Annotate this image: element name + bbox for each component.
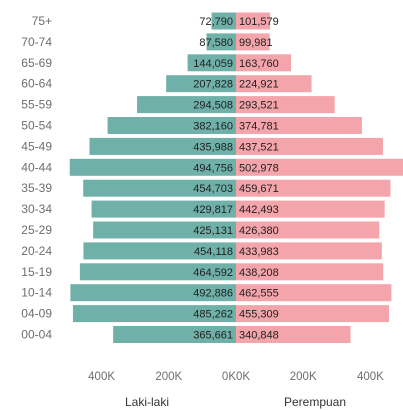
bar-female-10-14: [236, 284, 392, 302]
legend-female-label: Perempuan: [284, 395, 346, 409]
value-label-female: 433,983: [239, 246, 279, 258]
age-group-label: 60-64: [21, 77, 52, 91]
x-tick-label-right: 200K: [290, 371, 317, 383]
bar-male-10-14: [70, 284, 236, 302]
bar-male-30-34: [91, 200, 237, 218]
bar-female-60-64: [236, 75, 312, 93]
bar-male-65-69: [187, 54, 236, 72]
value-label-male: 72,790: [199, 16, 233, 28]
age-group-label: 15-19: [21, 265, 52, 279]
age-group-label: 70-74: [21, 35, 52, 49]
bar-female-35-39: [236, 179, 391, 197]
age-group-label: 65-69: [21, 56, 52, 70]
x-tick-label-left: 0K: [222, 371, 236, 383]
value-label-male: 207,828: [193, 79, 233, 91]
age-group-label: 45-49: [21, 139, 52, 153]
age-group-label: 25-29: [21, 223, 52, 237]
value-label-female: 442,493: [239, 204, 279, 216]
value-label-female: 293,521: [239, 100, 279, 112]
x-tick-label-right: 0K: [236, 371, 250, 383]
x-tick-label-right: 400K: [357, 371, 384, 383]
bar-male-70-74: [206, 33, 236, 51]
value-label-male: 382,160: [193, 121, 233, 133]
x-axis: 400K 200K 0K 0K 200K 400K: [88, 371, 384, 383]
value-label-male: 494,756: [193, 162, 233, 174]
value-label-female: 224,921: [239, 79, 279, 91]
bar-male-60-64: [166, 75, 236, 93]
bar-male-04-09: [72, 305, 236, 323]
bar-female-40-44: [236, 158, 403, 176]
bar-female-20-24: [236, 242, 382, 260]
age-group-label: 30-34: [21, 202, 52, 216]
value-label-male: 425,131: [193, 225, 233, 237]
x-tick-label-left: 200K: [155, 371, 182, 383]
bars-layer: [69, 12, 403, 343]
age-group-label: 10-14: [21, 286, 52, 300]
value-label-male: 144,059: [193, 58, 233, 70]
legend-male-label: Laki-laki: [125, 395, 169, 409]
value-label-female: 438,208: [239, 267, 279, 279]
bar-female-65-69: [236, 54, 292, 72]
value-label-male: 294,508: [193, 100, 233, 112]
bar-male-25-29: [93, 221, 237, 239]
value-label-female: 426,380: [239, 225, 279, 237]
age-group-label: 20-24: [21, 244, 52, 258]
value-label-female: 101,579: [239, 16, 279, 28]
bar-female-45-49: [236, 137, 384, 155]
value-label-male: 492,886: [193, 288, 233, 300]
bar-female-30-34: [236, 200, 385, 218]
value-label-female: 437,521: [239, 141, 279, 153]
bar-female-70-74: [236, 33, 270, 51]
value-label-male: 454,703: [193, 183, 233, 195]
bar-male-15-19: [79, 263, 236, 281]
value-label-female: 459,671: [239, 183, 279, 195]
age-group-label: 40-44: [21, 160, 52, 174]
bar-male-00-04: [113, 326, 236, 343]
value-label-female: 163,760: [239, 58, 279, 70]
bar-male-75+: [211, 12, 236, 30]
bar-female-15-19: [236, 263, 384, 281]
x-tick-label-left: 400K: [88, 371, 115, 383]
value-label-female: 502,978: [239, 162, 279, 174]
value-label-female: 340,848: [239, 330, 279, 342]
age-group-label: 35-39: [21, 181, 52, 195]
bar-male-35-39: [83, 179, 237, 197]
value-label-male: 464,592: [193, 267, 233, 279]
value-label-male: 87,580: [199, 37, 233, 49]
age-group-label: 04-09: [21, 307, 52, 321]
bar-male-45-49: [89, 137, 237, 155]
value-label-male: 454,118: [194, 246, 233, 258]
labels-layer: 75+ 72,790 101,579 70-74 87,580 99,981 65-69 14…: [21, 14, 278, 342]
age-group-label: 75+: [32, 14, 52, 28]
value-label-male: 435,988: [193, 141, 233, 153]
bar-female-75+: [236, 12, 271, 30]
bar-male-50-54: [107, 117, 236, 134]
age-group-label: 55-59: [21, 98, 52, 112]
bar-female-55-59: [236, 96, 335, 114]
value-label-female: 99,981: [239, 37, 273, 49]
age-group-label: 50-54: [21, 119, 52, 133]
bar-female-25-29: [236, 221, 380, 239]
value-label-female: 455,309: [239, 309, 279, 321]
value-label-male: 485,262: [193, 309, 233, 321]
bar-female-00-04: [236, 326, 351, 343]
value-label-female: 462,555: [239, 288, 279, 300]
value-label-male: 429,817: [193, 204, 233, 216]
bar-male-40-44: [69, 158, 236, 176]
value-label-female: 374,781: [239, 121, 279, 133]
value-label-male: 365,661: [193, 330, 233, 342]
bar-male-20-24: [83, 242, 236, 260]
bar-male-55-59: [137, 96, 236, 114]
bar-female-04-09: [236, 305, 389, 323]
bar-female-50-54: [236, 117, 362, 134]
age-group-label: 00-04: [21, 328, 52, 342]
